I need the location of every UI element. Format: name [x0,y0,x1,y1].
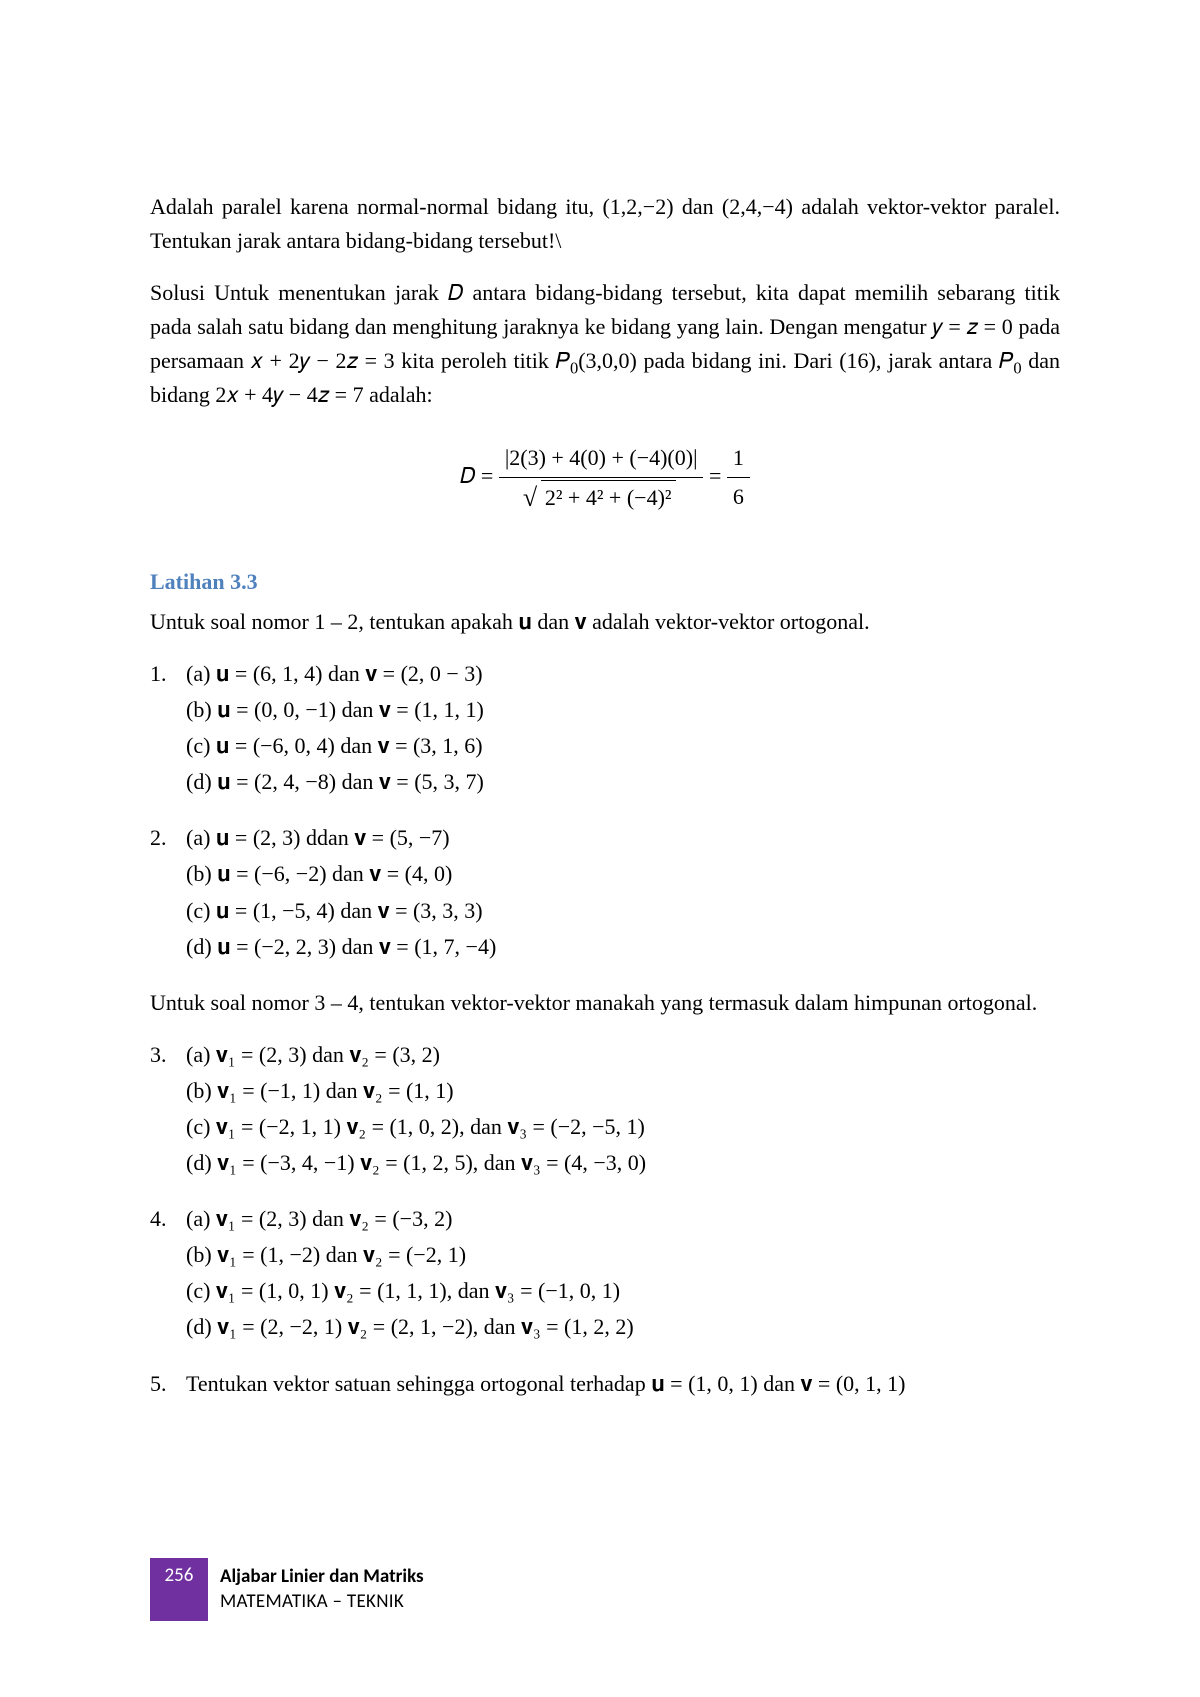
item-3c: 𝐯₁ = (−2, 1, 1) 𝐯₂ = (1, 0, 2), dan 𝐯₃ =… [216,1114,645,1139]
item-5: Tentukan vektor satuan sehingga ortogona… [186,1367,1060,1401]
item-3d: 𝐯₁ = (−3, 4, −1) 𝐯₂ = (1, 2, 5), dan 𝐯₃ … [217,1150,646,1175]
problem-number-5: 5. [150,1367,186,1401]
footer-title-1: Aljabar Linier dan Matriks [220,1564,424,1590]
item-3b: 𝐯₁ = (−1, 1) dan 𝐯₂ = (1, 1) [217,1078,453,1103]
problem-2: 2. (a) 𝐮 = (2, 3) ddan 𝐯 = (5, −7) (b) 𝐮… [150,821,1060,965]
label-1b: (b) [186,697,217,722]
eq-denominator-2: 6 [727,478,750,514]
problem-number-3: 3. [150,1038,186,1072]
eq-numerator-1: |2(3) + 4(0) + (−4)(0)| [499,441,704,478]
page-number: 256 [150,1558,208,1621]
problem-5: 5. Tentukan vektor satuan sehingga ortog… [150,1367,1060,1401]
eq-radicand: 2² + 4² + (−4)² [541,480,676,515]
problems-block-1: 1. (a) 𝐮 = (6, 1, 4) dan 𝐯 = (2, 0 − 3) … [150,657,1060,966]
eq-numerator-2: 1 [727,441,750,478]
label-4b: (b) [186,1242,217,1267]
item-2d: 𝐮 = (−2, 2, 3) dan 𝐯 = (1, 7, −4) [217,934,496,959]
eq-denominator-1: 2² + 4² + (−4)² [499,478,704,515]
eq-lhs: 𝐷 = [460,463,493,488]
label-3b: (b) [186,1078,217,1103]
label-1c: (c) [186,733,216,758]
paragraph-solution: Solusi Untuk menentukan jarak 𝐷 antara b… [150,276,1060,412]
label-3a: (a) [186,1042,216,1067]
item-4b: 𝐯₁ = (1, −2) dan 𝐯₂ = (−2, 1) [217,1242,466,1267]
label-1a: (a) [186,661,216,686]
problems-block-2: 3. (a) 𝐯₁ = (2, 3) dan 𝐯₂ = (3, 2) (b) 𝐯… [150,1038,1060,1401]
paragraph-1: Adalah paralel karena normal-normal bida… [150,190,1060,258]
label-3c: (c) [186,1114,216,1139]
problem-number-4: 4. [150,1202,186,1236]
label-4c: (c) [186,1278,216,1303]
label-2a: (a) [186,825,216,850]
eq-fraction-2: 1 6 [727,441,750,514]
item-1c: 𝐮 = (−6, 0, 4) dan 𝐯 = (3, 1, 6) [216,733,483,758]
item-1a: 𝐮 = (6, 1, 4) dan 𝐯 = (2, 0 − 3) [216,661,483,686]
problem-4: 4. (a) 𝐯₁ = (2, 3) dan 𝐯₂ = (−3, 2) (b) … [150,1202,1060,1346]
item-1b: 𝐮 = (0, 0, −1) dan 𝐯 = (1, 1, 1) [217,697,484,722]
item-2b: 𝐮 = (−6, −2) dan 𝐯 = (4, 0) [217,861,452,886]
problem-number-1: 1. [150,657,186,691]
item-3a: 𝐯₁ = (2, 3) dan 𝐯₂ = (3, 2) [216,1042,440,1067]
solution-text-b: (3,0,0) pada bidang ini. Dari (16), jara… [578,348,1013,373]
problem-3: 3. (a) 𝐯₁ = (2, 3) dan 𝐯₂ = (3, 2) (b) 𝐯… [150,1038,1060,1182]
item-2c: 𝐮 = (1, −5, 4) dan 𝐯 = (3, 3, 3) [216,898,483,923]
label-4d: (d) [186,1314,217,1339]
label-4a: (a) [186,1206,216,1231]
page-content: Adalah paralel karena normal-normal bida… [0,0,1200,1401]
intro-1: Untuk soal nomor 1 – 2, tentukan apakah … [150,605,1060,639]
intro-2: Untuk soal nomor 3 – 4, tentukan vektor-… [150,986,1060,1020]
problem-number-2: 2. [150,821,186,855]
eq-fraction-1: |2(3) + 4(0) + (−4)(0)| 2² + 4² + (−4)² [499,441,704,515]
label-2c: (c) [186,898,216,923]
label-2d: (d) [186,934,217,959]
item-1d: 𝐮 = (2, 4, −8) dan 𝐯 = (5, 3, 7) [217,769,484,794]
item-4d: 𝐯₁ = (2, −2, 1) 𝐯₂ = (2, 1, −2), dan 𝐯₃ … [217,1314,634,1339]
section-heading: Latihan 3.3 [150,565,1060,599]
item-2a: 𝐮 = (2, 3) ddan 𝐯 = (5, −7) [216,825,450,850]
footer-title-2: MATEMATIKA – TEKNIK [220,1589,424,1615]
problem-1: 1. (a) 𝐮 = (6, 1, 4) dan 𝐯 = (2, 0 − 3) … [150,657,1060,801]
label-3d: (d) [186,1150,217,1175]
equation-distance: 𝐷 = |2(3) + 4(0) + (−4)(0)| 2² + 4² + (−… [150,441,1060,515]
item-4c: 𝐯₁ = (1, 0, 1) 𝐯₂ = (1, 1, 1), dan 𝐯₃ = … [216,1278,620,1303]
label-1d: (d) [186,769,217,794]
item-4a: 𝐯₁ = (2, 3) dan 𝐯₂ = (−3, 2) [216,1206,452,1231]
page-footer: 256 Aljabar Linier dan Matriks MATEMATIK… [150,1558,436,1621]
footer-title-block: Aljabar Linier dan Matriks MATEMATIKA – … [208,1558,436,1621]
eq-equals: = [709,463,721,488]
label-2b: (b) [186,861,217,886]
